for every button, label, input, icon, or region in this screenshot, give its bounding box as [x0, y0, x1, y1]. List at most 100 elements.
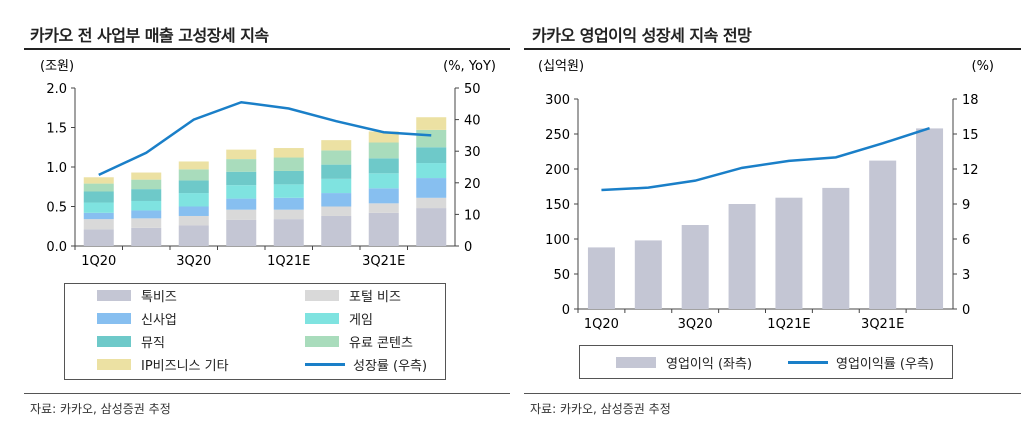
left-source-note: 자료: 카카오, 삼성증권 추정: [30, 402, 171, 416]
bar-segment-game: [131, 200, 162, 211]
growth-rate-line: [98, 100, 432, 177]
y-tick-label: 2.0: [46, 82, 67, 97]
bar-segment-portal_biz: [178, 215, 209, 226]
bar-segment-portal_biz: [83, 219, 114, 230]
legend-item-talk-biz: 톡비즈: [97, 286, 177, 305]
bar-segment-ip_biz: [131, 172, 162, 180]
legend-label: 영업이익 (좌측): [666, 357, 753, 372]
bar-segment-paid_content: [178, 169, 209, 181]
bar-segment-talk_biz: [321, 215, 352, 246]
legend-item-growth-line: 성장률 (우측): [305, 355, 427, 374]
bar-segment-talk_biz: [226, 219, 257, 246]
legend-swatch: [305, 336, 339, 347]
bar-segment-paid_content: [131, 179, 162, 190]
y2-tick-label: 15: [962, 128, 979, 143]
bar-segment-game: [83, 202, 114, 213]
bar-segment-ip_biz: [226, 149, 257, 160]
revenue-stacked-chart: (조원) (%, YoY) 0.0 0.5 1.0 1.5 2.0 0 10 20 30 40 50…: [40, 59, 496, 269]
op-profit-legend: 영업이익 (좌측) 영업이익률 (우측): [579, 345, 953, 379]
left-footer-rule: [24, 393, 510, 394]
op-profit-bar: [634, 240, 662, 309]
op-margin-line: [601, 126, 930, 192]
legend-item-op-margin: 영업이익률 (우측): [788, 353, 934, 372]
bar-segment-talk_biz: [416, 208, 447, 246]
left-y-unit: (조원): [40, 59, 74, 74]
y-tick-label: 250: [545, 128, 570, 143]
bar-segment-game: [273, 184, 304, 198]
op-profit-bar: [822, 187, 850, 309]
bar-segment-new_biz: [321, 193, 352, 207]
legend-item-game: 게임: [305, 309, 373, 328]
right-footer-rule: [524, 393, 1021, 394]
op-profit-bar: [681, 225, 709, 309]
bar-segment-portal_biz: [368, 203, 399, 213]
y-tick-label: 100: [545, 233, 570, 248]
bar-segment-ip_biz: [83, 177, 114, 184]
bar-segment-music: [321, 164, 352, 179]
bar-segment-paid_content: [368, 142, 399, 159]
y-tick-label: 0.0: [46, 240, 67, 255]
bar-segment-new_biz: [273, 197, 304, 210]
legend-swatch: [97, 336, 131, 347]
bar-segment-music: [226, 171, 257, 186]
bar-segment-new_biz: [131, 210, 162, 219]
bar-segment-talk_biz: [131, 227, 162, 246]
y-tick-label: 200: [545, 163, 570, 178]
legend-item-ip-biz: IP비즈니스 기타: [97, 355, 229, 374]
bar-segment-music: [131, 189, 162, 201]
x-tick-label: 1Q20: [81, 254, 116, 269]
legend-label: 포털 비즈: [349, 290, 401, 305]
bar-segment-ip_biz: [178, 161, 209, 170]
right-y-unit: (십억원): [538, 59, 584, 74]
bar-segment-music: [83, 191, 114, 203]
legend-item-music: 뮤직: [97, 332, 165, 351]
y-tick-label: 0.5: [46, 201, 67, 216]
y2-tick-label: 10: [464, 208, 481, 223]
legend-swatch: [97, 290, 131, 301]
revenue-legend: 톡비즈 포털 비즈 신사업 게임 뮤직 유료 콘텐츠 IP비즈니스 기타 성장률…: [64, 283, 446, 380]
left-chart-panel: 카카오 전 사업부 매출 고성장세 지속 (조원) (%, YoY) 0.0 0.…: [0, 0, 510, 433]
y2-tick-label: 12: [962, 163, 979, 178]
bar-segment-talk_biz: [273, 219, 304, 246]
legend-swatch: [97, 313, 131, 324]
legend-item-op-profit: 영업이익 (좌측): [616, 353, 752, 372]
legend-label: 톡비즈: [141, 290, 177, 305]
bar-segment-ip_biz: [416, 117, 447, 130]
bar-segment-paid_content: [226, 159, 257, 172]
legend-label: 유료 콘텐츠: [349, 336, 413, 351]
left-y2-unit: (%, YoY): [443, 59, 496, 74]
bar-segment-paid_content: [83, 183, 114, 192]
bar-segment-ip_biz: [368, 131, 399, 143]
left-title-rule: [24, 48, 510, 50]
bar-segment-new_biz: [83, 212, 114, 220]
operating-profit-chart: (십억원) (%) 0 50 100 150 200 250 300 0 3 6 9 12 15 18 1Q…: [538, 59, 995, 332]
y2-tick-label: 0: [464, 240, 472, 255]
legend-label: IP비즈니스 기타: [141, 359, 229, 374]
bar-segment-portal_biz: [226, 209, 257, 220]
op-profit-bar: [587, 247, 615, 309]
y-tick-label: 150: [545, 198, 570, 213]
legend-line-swatch: [788, 361, 828, 364]
bar-segment-game: [368, 173, 399, 189]
legend-label: 영업이익률 (우측): [836, 357, 934, 372]
right-title-rule: [524, 48, 1021, 50]
y-tick-label: 1.5: [46, 122, 67, 137]
bar-segment-game: [178, 193, 209, 207]
legend-swatch: [305, 290, 339, 301]
x-tick-label: 3Q21E: [861, 317, 904, 332]
legend-item-new-biz: 신사업: [97, 309, 177, 328]
bar-segment-new_biz: [226, 198, 257, 210]
right-y2-unit: (%): [972, 59, 995, 74]
right-chart-panel: 카카오 영업이익 성장세 지속 전망 (십억원) (%) 0 50 100 150 20…: [518, 0, 1031, 433]
bar-segment-music: [368, 158, 399, 174]
y2-tick-label: 20: [464, 177, 481, 192]
right-source-note: 자료: 카카오, 삼성증권 추정: [530, 402, 671, 416]
y2-tick-label: 40: [464, 114, 481, 129]
bar-segment-paid_content: [273, 157, 304, 171]
right-chart-title: 카카오 영업이익 성장세 지속 전망: [532, 26, 752, 45]
bar-segment-portal_biz: [416, 197, 447, 209]
y-tick-label: 0: [562, 303, 570, 318]
bar-segment-paid_content: [416, 129, 447, 148]
bar-segment-portal_biz: [131, 218, 162, 228]
bar-segment-music: [416, 147, 447, 164]
